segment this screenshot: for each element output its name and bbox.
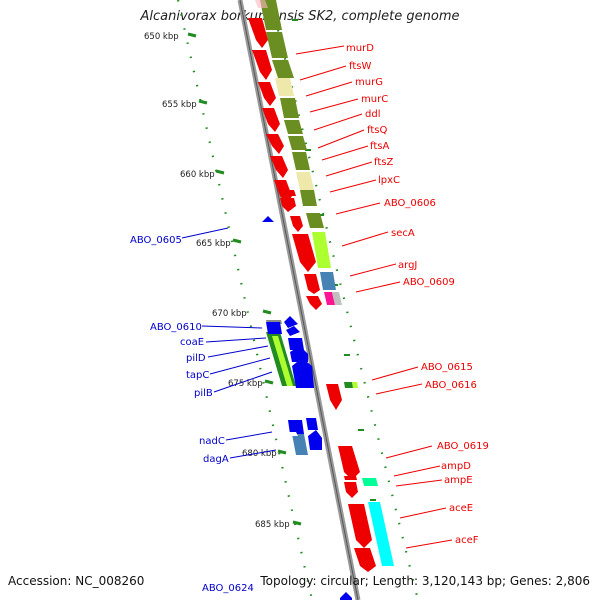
accession-text: Accession: NC_008260 (8, 574, 145, 588)
gene-label-murG: murG (355, 77, 383, 88)
gene-pilB (292, 358, 314, 388)
gene-label-ABO_0609: ABO_0609 (403, 277, 455, 288)
gene-label-ABO_0606: ABO_0606 (384, 198, 436, 209)
gene-label-ftsQ: ftsQ (367, 125, 387, 136)
gene-label-pilD: pilD (186, 353, 206, 364)
gene-tapC (290, 346, 308, 362)
gene-lpxC (284, 190, 296, 196)
gene-label-aceE: aceE (449, 503, 473, 514)
kbp-label: 675 kbp (228, 379, 263, 389)
gene-murC (262, 108, 280, 132)
gene-argJ (304, 274, 320, 294)
gene-secA (292, 234, 316, 272)
gene-nadC (288, 420, 304, 434)
gene-label-argJ: argJ (398, 260, 417, 271)
reverse-gene-labels: murD ftsW murG murC ddl ftsQ ftsA ftsZ l… (346, 43, 489, 546)
gene-label-murC: murC (361, 94, 388, 105)
gene-ABO_0605 (262, 216, 274, 222)
gene-dagA-2 (306, 418, 318, 430)
gene-murD (248, 18, 268, 48)
gene-label-ABO_0616: ABO_0616 (425, 380, 477, 391)
kbp-label: 665 kbp (196, 239, 231, 249)
gene-ABO_0610 (266, 322, 282, 334)
reverse-leader-lines (295, 45, 453, 549)
forward-gene-labels: ABO_0605 ABO_0610 coaE pilD tapC pilB na… (130, 235, 254, 594)
gene-dagA (308, 430, 322, 450)
gene-ABO_0609 (306, 296, 322, 310)
gene-white-block (282, 432, 298, 436)
map-title: Alcanivorax borkumensis SK2, complete ge… (140, 9, 460, 24)
cog-track (260, 0, 394, 566)
gene-label-lpxC: lpxC (378, 175, 400, 186)
gene-label-ABO_0619: ABO_0619 (437, 441, 489, 452)
kbp-ticks (187, 32, 302, 526)
gene-label-tapC: tapC (186, 370, 209, 381)
gene-pink-stub (255, 0, 268, 8)
gene-murG (258, 82, 276, 106)
gene-ddl (266, 134, 284, 154)
gene-label-murD: murD (346, 43, 374, 54)
gene-ABO_0624 (340, 592, 352, 600)
gene-coaE-2 (286, 326, 300, 336)
right-dotted-ring (276, 29, 420, 600)
forward-leader-lines (181, 227, 277, 459)
gene-ABO_0619 (338, 446, 360, 480)
gene-ABO_0615 (326, 384, 342, 410)
gene-label-ampE: ampE (444, 475, 473, 486)
gene-label-ABO_0605: ABO_0605 (130, 235, 182, 246)
kbp-label: 680 kbp (242, 449, 277, 459)
kbp-label: 650 kbp (144, 32, 179, 42)
gene-ampD (344, 482, 358, 498)
kbp-label: 655 kbp (162, 100, 197, 110)
kbp-marker-labels: 650 kbp 655 kbp 660 kbp 665 kbp 670 kbp … (144, 32, 290, 530)
backbone-core (239, 0, 359, 600)
gene-aceF (354, 548, 376, 572)
gene-label-pilB: pilB (194, 388, 213, 399)
gene-coaE (284, 316, 298, 328)
gene-label-secA: secA (391, 228, 415, 239)
gene-label-ampD: ampD (441, 461, 471, 472)
gene-ampE (344, 476, 357, 480)
gene-label-ddl: ddl (365, 109, 380, 120)
gene-aceE (348, 504, 372, 548)
gene-label-aceF: aceF (455, 535, 479, 546)
gene-label-ftsW: ftsW (349, 61, 371, 72)
genome-stats-text: Topology: circular; Length: 3,120,143 bp… (260, 574, 590, 588)
kbp-label: 660 kbp (180, 170, 215, 180)
gene-label-ftsA: ftsA (370, 141, 389, 152)
gene-ftsW (252, 50, 272, 80)
gene-label-ABO_0624: ABO_0624 (202, 583, 254, 594)
gene-label-coaE: coaE (180, 337, 204, 348)
gene-ABO_0606 (290, 216, 303, 232)
gene-label-nadC: nadC (199, 436, 225, 447)
gene-ftsQ (270, 156, 288, 178)
gene-label-ABO_0615: ABO_0615 (421, 362, 473, 373)
reverse-gene-track (248, 18, 376, 572)
gene-label-ABO_0610: ABO_0610 (150, 322, 202, 333)
gene-ftsZ (280, 198, 296, 212)
gene-label-ftsZ: ftsZ (374, 157, 393, 168)
kbp-label: 670 kbp (212, 309, 247, 319)
gene-label-dagA: dagA (203, 454, 229, 465)
forward-gene-track (262, 216, 352, 600)
kbp-label: 685 kbp (255, 520, 290, 530)
